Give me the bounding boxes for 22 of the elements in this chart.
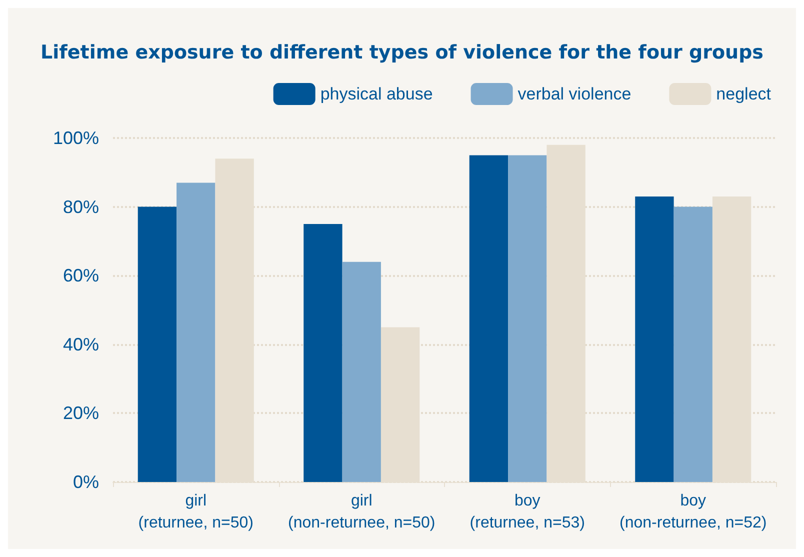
bar (304, 224, 342, 482)
y-tick-label: 40% (62, 334, 99, 354)
y-tick-label: 20% (62, 403, 99, 424)
bar (674, 206, 712, 482)
y-tick-label: 60% (62, 266, 99, 286)
bar (342, 262, 381, 482)
chart-title: Lifetime exposure to different types of violence for the four groups (40, 42, 764, 64)
bar (508, 155, 547, 482)
legend-label: neglect (716, 84, 772, 104)
x-tick-label: boy (non-returnee, n=52) (620, 492, 767, 532)
y-tick-label: 80% (62, 196, 99, 217)
bar (469, 155, 508, 482)
x-tick-label: girl (returnee, n=50) (138, 492, 254, 532)
y-tick-label: 0% (72, 472, 99, 492)
legend-label: verbal violence (518, 84, 632, 104)
bar (176, 182, 216, 482)
bar (138, 206, 177, 482)
y-tick-label: 100% (52, 128, 99, 148)
x-tick-label: boy (returnee, n=53) (470, 492, 585, 532)
legend-label: physical abuse (320, 84, 433, 104)
bar (635, 196, 674, 482)
x-tick-label: girl (non-returnee, n=50) (288, 492, 436, 532)
